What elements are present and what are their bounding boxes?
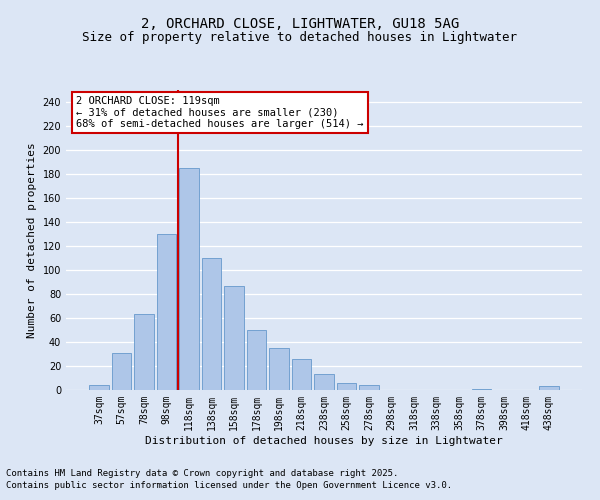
Bar: [539, 386, 559, 390]
Text: Contains HM Land Registry data © Crown copyright and database right 2025.: Contains HM Land Registry data © Crown c…: [6, 468, 398, 477]
Bar: [202, 258, 221, 390]
Bar: [314, 374, 334, 390]
Bar: [112, 353, 131, 390]
Bar: [89, 385, 109, 390]
Bar: [472, 389, 491, 390]
X-axis label: Distribution of detached houses by size in Lightwater: Distribution of detached houses by size …: [145, 436, 503, 446]
Bar: [157, 234, 176, 390]
Text: 2 ORCHARD CLOSE: 119sqm
← 31% of detached houses are smaller (230)
68% of semi-d: 2 ORCHARD CLOSE: 119sqm ← 31% of detache…: [76, 96, 364, 129]
Bar: [292, 359, 311, 390]
Text: 2, ORCHARD CLOSE, LIGHTWATER, GU18 5AG: 2, ORCHARD CLOSE, LIGHTWATER, GU18 5AG: [141, 18, 459, 32]
Text: Contains public sector information licensed under the Open Government Licence v3: Contains public sector information licen…: [6, 481, 452, 490]
Bar: [247, 330, 266, 390]
Bar: [337, 383, 356, 390]
Bar: [269, 348, 289, 390]
Bar: [134, 314, 154, 390]
Bar: [224, 286, 244, 390]
Y-axis label: Number of detached properties: Number of detached properties: [27, 142, 37, 338]
Text: Size of property relative to detached houses in Lightwater: Size of property relative to detached ho…: [83, 31, 517, 44]
Bar: [179, 168, 199, 390]
Bar: [359, 385, 379, 390]
